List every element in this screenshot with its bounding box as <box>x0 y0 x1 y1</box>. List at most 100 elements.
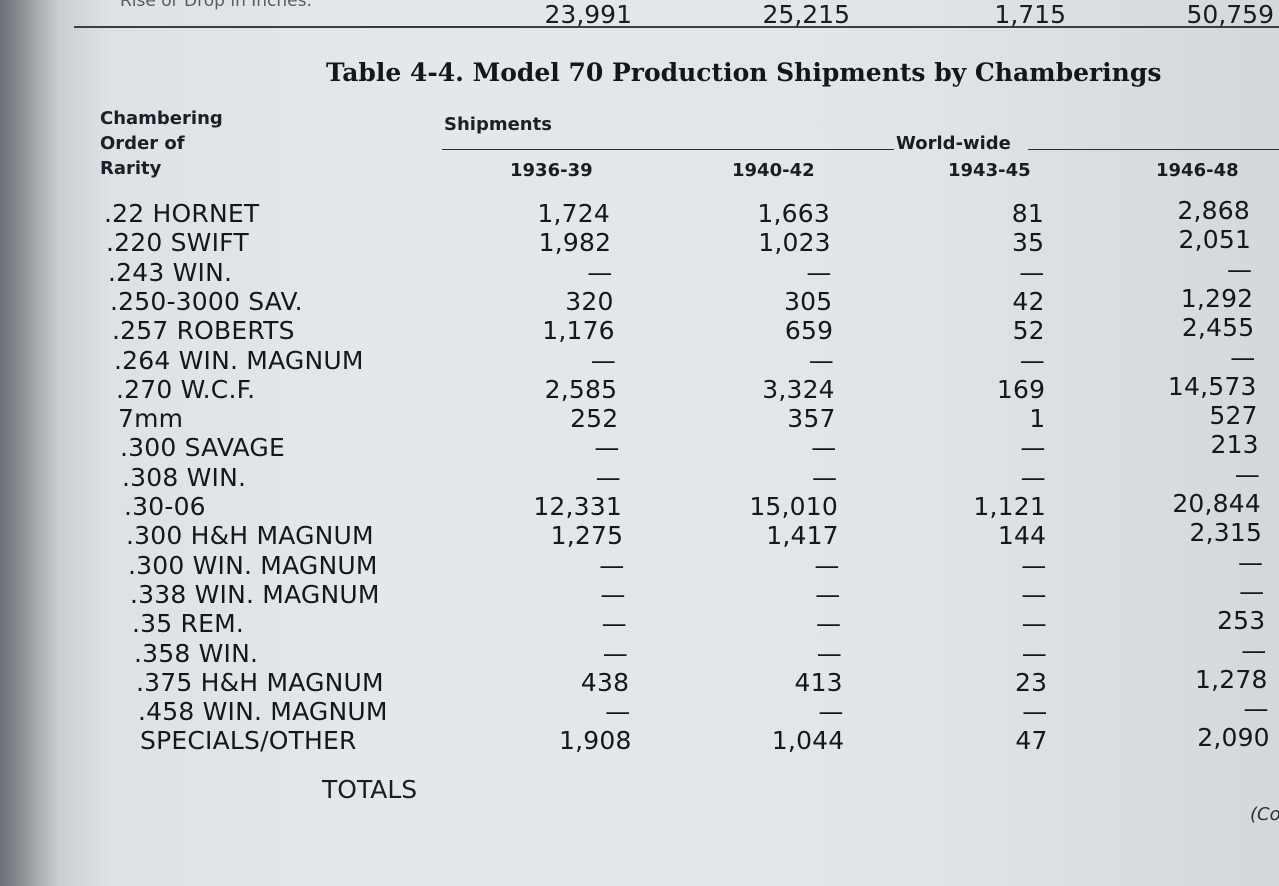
table-title: Table 4-4. Model 70 Production Shipments… <box>326 58 1162 87</box>
year-header-1936-39: 1936-39 <box>510 160 593 181</box>
shipment-value: — <box>590 345 616 375</box>
shipment-value: 23 <box>1014 667 1048 697</box>
shipment-value: — <box>1234 459 1260 489</box>
shipment-value: — <box>602 638 628 668</box>
shipment-value: — <box>1020 462 1046 492</box>
shipment-value: — <box>1021 638 1047 668</box>
shipment-value: — <box>1022 697 1048 727</box>
chambering-name: .458 WIN. MAGNUM <box>138 697 388 727</box>
shipment-value: — <box>594 433 620 463</box>
shipment-value: 413 <box>794 667 843 697</box>
chambering-name: .300 SAVAGE <box>120 433 285 463</box>
header-line: Rarity <box>100 158 162 179</box>
chambering-name: SPECIALS/OTHER <box>140 726 357 756</box>
shipment-value: 1,023 <box>758 228 831 258</box>
shipment-value: — <box>815 609 842 639</box>
shipment-value: 1,278 <box>1195 664 1268 694</box>
shipment-value: 1,663 <box>757 199 830 228</box>
shipment-value: — <box>595 462 621 492</box>
shipment-value: 1,724 <box>537 199 610 228</box>
shipment-value: 527 <box>1209 401 1258 431</box>
shipment-value: — <box>816 638 842 668</box>
shipment-value: 2,090 <box>1197 723 1270 753</box>
shipment-value: 14,573 <box>1167 371 1257 401</box>
chambering-name: 7mm <box>118 404 184 434</box>
shipment-value: 2,315 <box>1189 518 1263 548</box>
year-header-1946-48: 1946-48 <box>1156 160 1239 181</box>
column-header-chambering: Chambering Order of Rarity <box>100 106 223 181</box>
total-1940-42: 25,215 <box>762 0 850 29</box>
shipment-value: 20,844 <box>1172 489 1261 518</box>
shipment-value: — <box>599 550 625 580</box>
chambering-name: .243 WIN. <box>108 257 233 287</box>
shipment-value: 2,585 <box>544 374 618 404</box>
shipment-value: 15,010 <box>749 492 838 521</box>
total-1943-45: 1,715 <box>994 0 1066 29</box>
chambering-name: .257 ROBERTS <box>112 316 295 346</box>
shipment-value: — <box>1226 254 1253 284</box>
shipment-value: — <box>605 697 631 727</box>
shipment-value: — <box>814 550 840 580</box>
year-header-1943-45: 1943-45 <box>948 160 1031 181</box>
shipment-value: — <box>1019 257 1045 287</box>
chambering-name: .375 H&H MAGNUM <box>136 667 384 697</box>
shipment-value: — <box>1019 345 1045 375</box>
chambering-name: .270 W.C.F. <box>116 374 256 404</box>
chambering-name: .30-06 <box>124 492 206 521</box>
shipment-value: — <box>1237 547 1264 577</box>
shipment-value: 1,275 <box>550 521 624 551</box>
shipment-value: 1,982 <box>538 228 612 258</box>
shipment-value: 357 <box>787 404 836 434</box>
shipment-value: — <box>818 697 844 727</box>
shipment-value: — <box>811 462 838 492</box>
chambering-name: .358 WIN. <box>134 638 259 668</box>
shipment-value: — <box>1020 433 1046 463</box>
worldwide-rule-right <box>1028 149 1279 150</box>
shipment-value: — <box>1230 342 1256 372</box>
chambering-name: .220 SWIFT <box>106 228 249 258</box>
shipment-value: 252 <box>570 404 619 434</box>
shipment-value: 47 <box>1015 726 1048 756</box>
totals-label: TOTALS <box>322 775 418 804</box>
total-1946-48: 50,759 <box>1186 0 1274 29</box>
shipment-value: — <box>1243 694 1269 724</box>
shipment-value: 2,051 <box>1178 225 1252 255</box>
shipment-value: — <box>1021 579 1047 609</box>
chambering-name: .22 HORNET <box>104 199 260 228</box>
shipment-value: 1,417 <box>766 521 839 551</box>
shipment-value: 253 <box>1217 606 1266 636</box>
shipment-value: 438 <box>580 667 630 697</box>
shipment-value: 1,121 <box>973 492 1046 521</box>
shipment-value: 1,176 <box>542 316 615 346</box>
shipment-value: — <box>587 257 613 287</box>
shipment-value: 1 <box>1029 404 1046 434</box>
chambering-name: .300 H&H MAGNUM <box>126 521 374 551</box>
chambering-name: .35 REM. <box>132 609 244 639</box>
shipment-value: 35 <box>1011 228 1045 258</box>
shipment-value: — <box>815 579 841 609</box>
shipment-value: — <box>1021 550 1047 580</box>
shipment-value: 659 <box>784 316 834 346</box>
shipment-value: 169 <box>996 374 1046 404</box>
worldwide-label: World-wide <box>896 133 1011 154</box>
page-gutter-shadow <box>0 0 60 886</box>
shipment-value: 42 <box>1012 286 1045 316</box>
shipment-value: 1,044 <box>771 726 845 756</box>
chambering-name: .300 WIN. MAGNUM <box>128 550 378 580</box>
shipment-value: 52 <box>1012 316 1045 346</box>
chambering-name: .308 WIN. <box>122 462 247 492</box>
shipment-value: 2,868 <box>1177 196 1250 225</box>
shipment-value: 144 <box>997 521 1047 551</box>
chambering-name: .264 WIN. MAGNUM <box>114 345 364 375</box>
shipment-value: — <box>811 433 837 463</box>
shipment-value: 3,324 <box>762 374 835 404</box>
worldwide-rule-left <box>442 149 894 150</box>
shipment-value: 81 <box>1011 199 1044 228</box>
shipment-value: — <box>601 609 627 639</box>
shipment-value: 213 <box>1210 430 1259 460</box>
header-line: Order of <box>100 133 185 154</box>
shipment-value: — <box>1239 576 1265 606</box>
shipment-value: — <box>1241 635 1267 665</box>
top-divider <box>74 26 1279 28</box>
